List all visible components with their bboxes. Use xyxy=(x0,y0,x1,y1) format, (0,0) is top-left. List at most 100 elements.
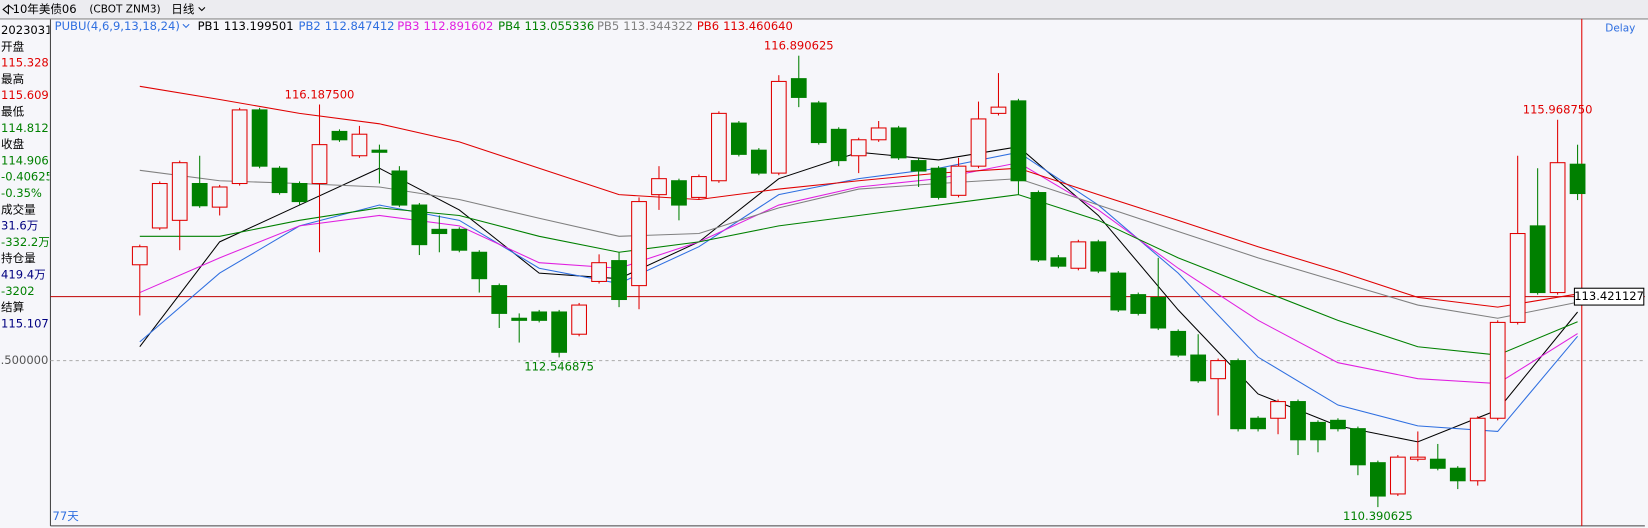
info-text: 115.107 xyxy=(1,316,49,330)
info-text: -332.2万 xyxy=(1,235,50,249)
candle-body xyxy=(1170,330,1187,356)
candle-body xyxy=(651,178,667,196)
candle-body xyxy=(1330,419,1346,430)
candle-body xyxy=(531,311,548,321)
candle-body xyxy=(1549,162,1566,294)
info-text: -0.40625 xyxy=(1,170,53,184)
indicator-dropdown[interactable] xyxy=(182,23,190,29)
candle-body xyxy=(551,311,568,353)
legend-name: PB1 xyxy=(198,19,220,33)
candle-body xyxy=(1489,321,1506,419)
candle-body xyxy=(1230,360,1246,430)
candle-body xyxy=(950,165,967,196)
candle-body xyxy=(730,122,747,155)
ma-line xyxy=(139,151,1578,432)
candle-body xyxy=(990,106,1007,114)
candle-body xyxy=(1190,354,1207,382)
high-label: 115.968750 xyxy=(1523,103,1593,117)
candle-body xyxy=(1010,100,1027,182)
candle-body xyxy=(770,80,787,174)
candle-body xyxy=(211,186,228,208)
candle-body xyxy=(591,262,607,282)
candle-body xyxy=(431,228,448,235)
candle-body xyxy=(671,180,687,206)
candle-body xyxy=(1250,417,1266,430)
candle-body xyxy=(1509,232,1526,323)
info-text: 114.812 xyxy=(1,121,49,135)
back-icon[interactable] xyxy=(2,4,14,15)
legend-name: PB5 xyxy=(597,19,619,33)
candle-body xyxy=(830,128,847,162)
period-dropdown[interactable] xyxy=(198,6,206,12)
candle-body xyxy=(471,251,488,280)
symbol[interactable]: 10年美债06 xyxy=(13,2,77,16)
ma-line xyxy=(139,194,1578,356)
candle-body xyxy=(1110,272,1127,311)
legend-value: 112.847412 xyxy=(325,19,395,33)
info-text: 持仓量 xyxy=(1,251,36,265)
info-text: 115.609 xyxy=(1,88,49,102)
candle-body xyxy=(611,260,627,301)
candle-body xyxy=(511,317,528,321)
indicator-name[interactable]: PUBU(4,6,9,13,18,24) xyxy=(55,19,180,33)
candle-body xyxy=(231,109,248,185)
candle-body xyxy=(870,127,887,141)
period[interactable]: 日线 xyxy=(171,2,195,16)
candle-body xyxy=(131,246,148,266)
legend-name: PB6 xyxy=(697,19,719,33)
candle-body xyxy=(910,160,927,172)
info-text: 419.4万 xyxy=(1,268,46,282)
candle-body xyxy=(1469,417,1486,482)
candle-body xyxy=(171,162,188,221)
info-text: 最低 xyxy=(1,105,25,119)
delay-label: Delay xyxy=(1605,22,1635,34)
legend-value: 113.199501 xyxy=(224,19,294,33)
high-label: 116.890625 xyxy=(764,39,834,53)
candle-body xyxy=(451,228,468,251)
ma-line xyxy=(139,169,1578,319)
candle-body xyxy=(1429,458,1446,469)
legend-name: PB3 xyxy=(397,19,419,33)
x-axis-label: 77天 xyxy=(53,509,80,523)
ma-line xyxy=(139,85,1578,308)
info-panel: 20230316 开盘 115.328 最高 115.609 最低 114.812 收盘 114… xyxy=(1,23,60,330)
candle-body xyxy=(1090,241,1107,272)
high-label: 116.187500 xyxy=(285,88,355,102)
info-text: 115.328 xyxy=(1,56,49,70)
info-text: -3202 xyxy=(1,284,35,298)
info-text: -0.35% xyxy=(1,186,42,200)
candle-body xyxy=(1310,421,1326,441)
legend-value: 113.460640 xyxy=(723,19,793,33)
legend-value: 113.055336 xyxy=(524,19,594,33)
legend-value: 112.891602 xyxy=(424,19,494,33)
candle-body xyxy=(251,109,268,167)
legend-name: PB2 xyxy=(298,19,320,33)
candle-body xyxy=(1350,428,1366,466)
candle-body xyxy=(970,118,987,167)
toolbar xyxy=(0,0,1648,18)
candle-body xyxy=(1030,192,1047,261)
info-text: 开盘 xyxy=(1,39,25,53)
candle-body xyxy=(711,112,727,182)
info-text: 20230316 xyxy=(1,23,60,37)
candle-body xyxy=(1270,401,1286,419)
legend-name: PB4 xyxy=(498,19,520,33)
candle-body xyxy=(1449,467,1466,482)
candle-body xyxy=(890,127,907,159)
candle-body xyxy=(571,304,587,335)
candle-body xyxy=(1150,296,1167,329)
info-text: 114.906 xyxy=(1,153,49,167)
candle-body xyxy=(351,133,368,157)
candle-body xyxy=(1290,401,1306,441)
candle-body xyxy=(151,182,168,229)
candle-body xyxy=(1529,225,1546,294)
candle-body xyxy=(411,204,428,246)
candle-body xyxy=(331,130,348,141)
low-label: 110.390625 xyxy=(1343,509,1413,523)
candle-body xyxy=(850,139,867,157)
candle-body xyxy=(691,176,707,198)
candle-body xyxy=(1389,456,1406,495)
candle-body xyxy=(1409,456,1426,460)
